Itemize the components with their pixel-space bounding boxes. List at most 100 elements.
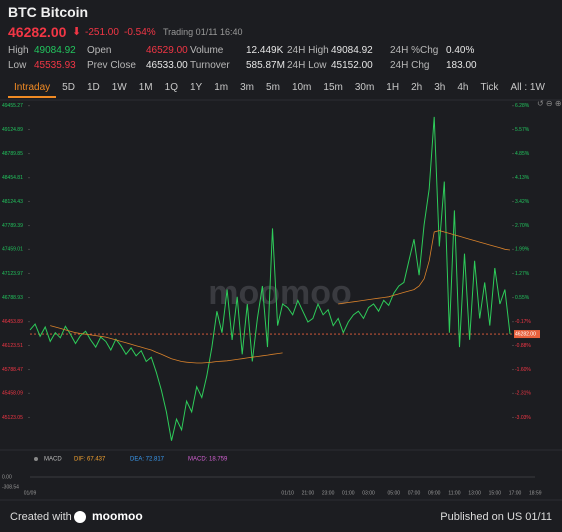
x-tick-label: 01/10 [281,490,294,496]
x-tick-label: 17:00 [509,490,522,496]
stat-label: High [8,45,29,56]
price-line [29,116,511,441]
y2-tick-label: 1.27% [515,271,530,277]
tab[interactable]: 3h [434,82,446,93]
tab[interactable]: 5D [62,82,75,93]
tab[interactable]: 1M [138,82,153,93]
tab[interactable]: 1m [214,82,229,93]
x-tick-label: 18:59 [529,490,542,496]
y-tick-label: 45788.47 [2,367,23,373]
macd-dif: DIF: 67.437 [74,457,106,463]
stat-label: Low [8,60,27,71]
logo [74,511,86,523]
x-tick-label: 05:00 [388,490,401,496]
tab[interactable]: 2h [411,82,423,93]
x-tick-label: 01:00 [342,490,355,496]
icon [34,457,38,461]
x-tick-label: 13:00 [468,490,481,496]
stat-value: 46529.00 [146,45,188,56]
tab[interactable]: 5m [266,82,280,93]
y2-tick-label: 5.57% [515,127,530,133]
tab[interactable]: 15m [323,82,343,93]
stat-value: 46533.00 [146,60,188,71]
tab[interactable]: 1H [386,82,400,93]
tab[interactable]: 3m [240,82,255,93]
stat-label: 24H High [287,45,329,56]
stat-label: 24H Low [287,60,327,71]
tab[interactable]: 10m [291,82,312,93]
change-pct: -0.54% [124,27,156,38]
y-tick-label: 46788.93 [2,295,23,301]
y-tick-label: 48124.43 [2,199,23,205]
status: Trading 01/11 16:40 [163,27,243,37]
stat-value: 12.449K [246,45,284,56]
stat-label: Open [87,45,112,56]
macd-title: MACD [44,457,62,463]
y-tick-label: 46123.51 [2,343,23,349]
stat-value: 49084.92 [331,45,373,56]
y-tick-label: 47789.39 [2,223,23,229]
macd-dea: DEA: 72.817 [130,457,165,463]
tab[interactable]: 30m [354,82,375,93]
price: 46282.00 [8,24,67,40]
y2-tick-label: -0.88% [515,343,531,349]
stat-value: 45152.00 [331,60,373,71]
tab[interactable]: 1Y [189,82,203,93]
x-tick-label: 01/09 [24,490,37,496]
stat-value: 0.40% [446,45,475,56]
stat-value: 45535.93 [34,60,76,71]
y2-tick-label: 1.99% [515,247,530,253]
x-tick-label: 07:00 [408,490,421,496]
chart-icons: ↺ ⊖ ⊕ [537,99,562,108]
y-tick-label: 47459.01 [2,247,23,253]
y2-tick-label: 4.13% [515,175,530,181]
change: -251.00 [85,27,119,38]
y2-tick-label: 0.55% [515,295,530,301]
macd-axis-label: -308.54 [2,484,19,490]
y2-tick-label: -1.60% [515,367,531,373]
tab[interactable]: 1W [111,82,127,93]
reference-label-bg [514,330,540,339]
y2-tick-label: 2.70% [515,223,530,229]
y2-tick-label: -3.03% [515,415,531,421]
stat-value: 183.00 [446,60,477,71]
tab[interactable]: All : 1W [510,82,545,93]
price-line [50,230,511,364]
y2-tick-label: 4.85% [515,151,530,157]
y-tick-label: 49455.27 [2,103,23,109]
stat-value: 585.87M [246,60,285,71]
y2-tick-label: 3.42% [515,199,530,205]
stat-label: Volume [190,45,224,56]
x-tick-label: 23:00 [322,490,335,496]
reference-label: 46282.00 [515,331,536,337]
y2-tick-label: -0.17% [515,319,531,325]
macd-axis-label: 0.00 [2,474,12,480]
stat-label: Prev Close [87,60,136,71]
tab[interactable]: 1Q [164,82,178,93]
x-tick-label: 15:00 [489,490,502,496]
x-tick-label: 09:00 [428,490,441,496]
tab[interactable]: Intraday [8,82,57,98]
y-tick-label: 49124.89 [2,127,23,133]
tab[interactable]: Tick [480,82,499,93]
arrow: ⬇ [72,26,82,38]
title: BTC Bitcoin [8,4,89,20]
stat-label: 24H Chg [390,60,430,71]
y-tick-label: 47123.97 [2,271,23,277]
published: Published on US 01/11 [440,511,552,523]
tab[interactable]: 4h [457,82,469,93]
watermark: moomoo [208,274,352,312]
y-tick-label: 48454.81 [2,175,23,181]
stat-value: 49084.92 [34,45,76,56]
stat-label: Turnover [190,60,230,71]
stat-label: 24H %Chg [390,45,439,56]
y2-tick-label: 6.28% [515,103,530,109]
macd-value: MACD: 18.759 [188,457,228,463]
x-tick-label: 21:00 [302,490,315,496]
y-tick-label: 45458.09 [2,391,23,397]
y-tick-label: 46453.89 [2,319,23,325]
x-tick-label: 03:00 [362,490,375,496]
x-tick-label: 11:00 [448,490,460,496]
tab[interactable]: 1D [86,82,100,93]
